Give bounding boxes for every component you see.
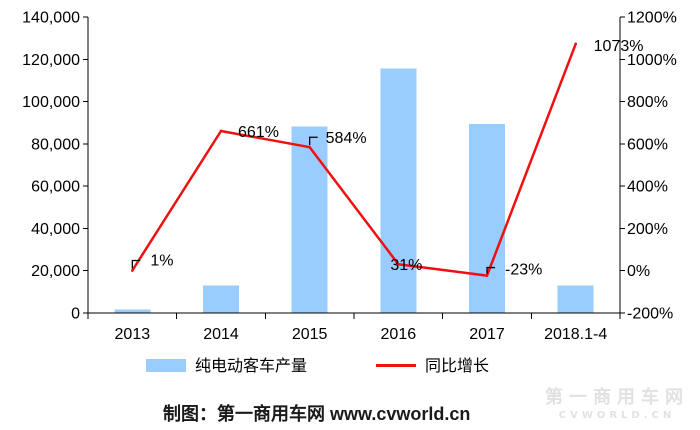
line-point-2015 — [308, 145, 311, 149]
line-point-2018-1-4 — [574, 42, 577, 46]
data-labels: 1% 661% 584% 31% -23% 1073% — [131, 38, 644, 279]
bar-2018-1-4 — [557, 285, 594, 313]
bar-2016 — [380, 68, 417, 314]
data-label-2015: 584% — [326, 130, 367, 147]
x-axis-category-label: 2018.1-4 — [544, 326, 607, 343]
x-axis-category-label: 2017 — [469, 326, 505, 343]
bar-2015 — [291, 126, 328, 314]
line-point-2014 — [219, 129, 223, 133]
bar-2017 — [469, 123, 505, 314]
x-axis-category-label: 2014 — [203, 326, 239, 343]
x-axis-category-label: 2015 — [292, 326, 328, 343]
left-axis-tick-label: 80,000 — [31, 136, 80, 153]
right-axis-tick-label: 800% — [627, 94, 668, 111]
legend: 纯电动客车产量 同比增长 — [146, 357, 489, 375]
legend-label-line: 同比增长 — [425, 357, 489, 375]
line-series — [131, 42, 577, 277]
right-axis-tick-label: 1000% — [627, 52, 677, 69]
data-label-2017: -23% — [505, 262, 542, 279]
left-axis-tick-label: 140,000 — [22, 10, 80, 27]
line-point-2016 — [397, 262, 400, 266]
right-axis-tick-label: 400% — [627, 179, 668, 196]
data-label-2016: 31% — [390, 257, 422, 274]
legend-swatch-bar — [146, 359, 186, 372]
data-label-leader — [131, 259, 141, 269]
right-axis-tick-label: 200% — [627, 221, 668, 238]
line-point-2017 — [485, 274, 489, 277]
data-label-2013: 1% — [150, 253, 173, 270]
watermark-subtext: CVWORLD.CN — [558, 410, 676, 421]
bar-2013 — [114, 309, 151, 313]
axes: 0 20,000 40,000 60,000 80,000 100,000 120,000 1… — [22, 10, 677, 344]
left-axis-tick-label: 60,000 — [31, 179, 80, 196]
watermark-logo: 第一商用车网 CVWORLD.CN — [540, 383, 694, 421]
left-axis-tick-label: 0 — [71, 306, 80, 323]
left-axis-tick-label: 120,000 — [22, 52, 80, 69]
line-point-2013 — [131, 269, 134, 272]
right-axis-tick-label: 600% — [627, 136, 668, 153]
data-label-2018-1-4: 1073% — [594, 38, 644, 55]
watermark-text: 第一商用车网 — [545, 387, 689, 408]
chart-credit: 制图：第一商用车网 www.cvworld.cn — [163, 404, 471, 424]
x-axis-category-label: 2016 — [381, 326, 417, 343]
right-axis-tick-label: -200% — [627, 306, 673, 323]
left-axis-tick-label: 100,000 — [22, 94, 80, 111]
series-line-growth — [131, 42, 577, 277]
data-label-2014: 661% — [238, 124, 279, 141]
x-axis-category-label: 2013 — [115, 326, 151, 343]
bar-series — [114, 68, 594, 314]
legend-label-bar: 纯电动客车产量 — [195, 357, 307, 375]
left-axis-tick-label: 40,000 — [31, 221, 80, 238]
data-label-leader — [486, 266, 495, 274]
data-label-leader — [309, 136, 318, 146]
left-axis-tick-label: 20,000 — [31, 263, 80, 280]
bar-2014 — [203, 285, 239, 313]
right-axis-tick-label: 1200% — [627, 10, 677, 27]
right-axis-tick-label: 0% — [627, 263, 650, 280]
